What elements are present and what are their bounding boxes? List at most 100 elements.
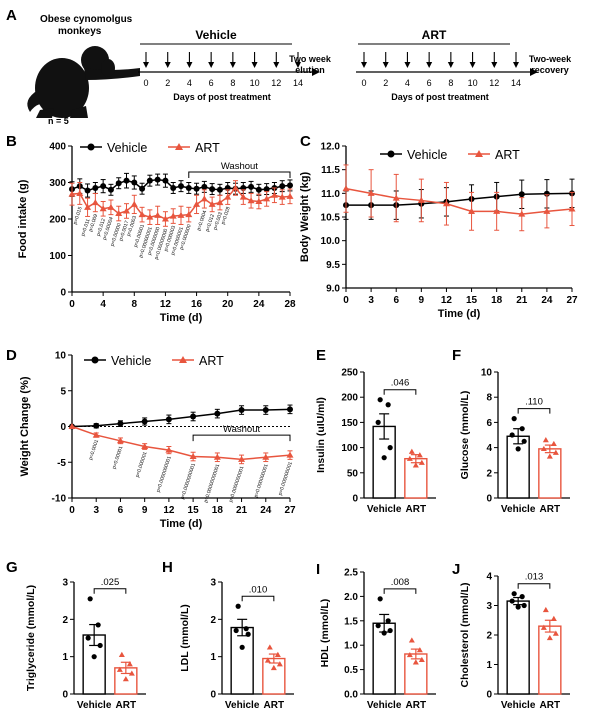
category-label: Vehicle [77,700,112,711]
chart-glucose: F 0 2 4 6 8 10 Glucose (mmol/L) Vehicle ART .110 [452,347,570,515]
washout-bracket [188,171,291,178]
timeline-tick-label: 8 [230,78,235,88]
legend-marker-vehicle [91,356,99,364]
x-tick-label: 4 [100,299,106,310]
p-value-annotation: p=0.012 [205,213,216,232]
x-tick-label: 15 [188,505,200,516]
dot-vehicle [509,598,515,604]
data-point-art [286,192,294,199]
data-point-art [468,207,476,214]
timeline-tick-label: 2 [383,78,388,88]
dot-art [552,449,559,455]
data-point-art [92,431,100,438]
x-tick-label: 0 [343,295,349,306]
dot-vehicle [381,455,387,461]
dot-vehicle [519,426,525,432]
y-tick-label: 0 [486,494,492,505]
chart-ldl: H 0 1 2 3 LDL (mmol/L) Vehicle ART .010 [162,559,294,711]
dose-arrowhead [361,62,367,68]
y-tick-label: 1 [486,660,492,671]
dot-art [126,661,133,667]
timeline-title: ART [422,28,447,42]
x-tick-label: 12 [441,295,453,306]
dot-art [412,462,419,468]
y-tick-label: 6 [486,418,492,429]
timeline-tick-label: 4 [187,78,192,88]
series-line-vehicle [346,192,573,206]
x-tick-label: 9 [419,295,425,306]
data-point-art [141,443,149,450]
dose-arrowhead [447,62,454,68]
significance-bracket [93,588,127,594]
y-tick-label: 3 [62,578,68,589]
y-tick-label: 0.5 [344,665,358,676]
dose-arrowhead [426,62,433,68]
y-tick-label: 0 [352,494,358,505]
subject-line-2: monkeys [58,26,102,37]
recovery-line-2: recovery [531,65,569,75]
y-tick-label: 1.5 [344,616,358,627]
panel-label: J [452,561,460,578]
dot-art [406,651,413,658]
data-point-art [200,195,208,202]
data-point-art [216,199,224,206]
dot-art [416,647,423,653]
data-point-art [154,211,162,218]
legend-marker-art [175,143,183,150]
significance-bracket [241,595,275,602]
series-line-art [345,187,573,215]
data-point-vehicle [263,186,270,193]
chart-food-intake: B 0 100 200 300 400 0 4 8 12 16 20 24 28 Time (d) Food … [6,133,296,324]
timeline-tick-label: 4 [405,78,410,88]
dose-arrowhead [513,62,519,68]
category-label: Vehicle [225,700,260,711]
data-point-vehicle [92,184,99,191]
dot-vehicle [233,627,239,634]
y-tick-label: -10 [52,494,67,505]
data-point-vehicle [93,422,100,429]
data-point-art [238,455,246,462]
y-axis-label: Glucose (mmol/L) [459,391,471,480]
p-value-annotation: p=0.011 [80,218,91,237]
dose-arrowhead [229,62,236,68]
x-axis-label: Time (d) [438,308,481,320]
legend-label: ART [199,354,224,368]
data-point-vehicle [178,183,184,190]
y-tick-label: 2 [210,615,216,626]
bar-vehicle [506,435,530,499]
chart-weight-change: D -10 -5 0 5 10 0 3 6 9 12 15 18 21 24 27 Time (d) Weight… [6,347,296,530]
y-tick-label: 400 [49,142,66,153]
category-label: ART [406,504,427,515]
dot-art [406,455,413,461]
category-label: Vehicle [367,504,402,515]
data-point-vehicle [238,407,245,414]
dot-art [542,606,549,613]
x-tick-label: 21 [236,505,248,516]
y-tick-label: 100 [49,251,66,262]
recovery-line-1: Two-week [529,54,572,64]
data-point-art [262,453,270,460]
washout-label: Washout [221,161,258,172]
data-point-vehicle [279,183,286,190]
legend-label: Vehicle [111,354,151,368]
x-tick-label: 21 [516,295,528,306]
timeline-tick-label: 14 [293,78,303,88]
y-tick-label: -5 [57,458,66,469]
category-label: ART [406,700,427,711]
data-point-vehicle [165,416,172,423]
x-tick-label: 9 [142,505,148,516]
y-tick-label: 9.0 [326,284,340,295]
data-point-art [442,200,450,207]
y-tick-label: 10.0 [321,236,341,247]
x-tick-label: 0 [69,505,75,516]
legend-marker-vehicle [387,150,395,158]
y-tick-label: 9.5 [326,260,340,271]
n-label: n = 5 [48,116,69,126]
bar-vehicle [506,600,530,695]
significance-bracket [383,389,417,395]
data-point-art [138,211,146,218]
washout-label: Washout [223,424,260,435]
panel-label: B [6,133,17,150]
dot-vehicle [511,416,517,422]
p-value-label: .046 [391,378,410,389]
